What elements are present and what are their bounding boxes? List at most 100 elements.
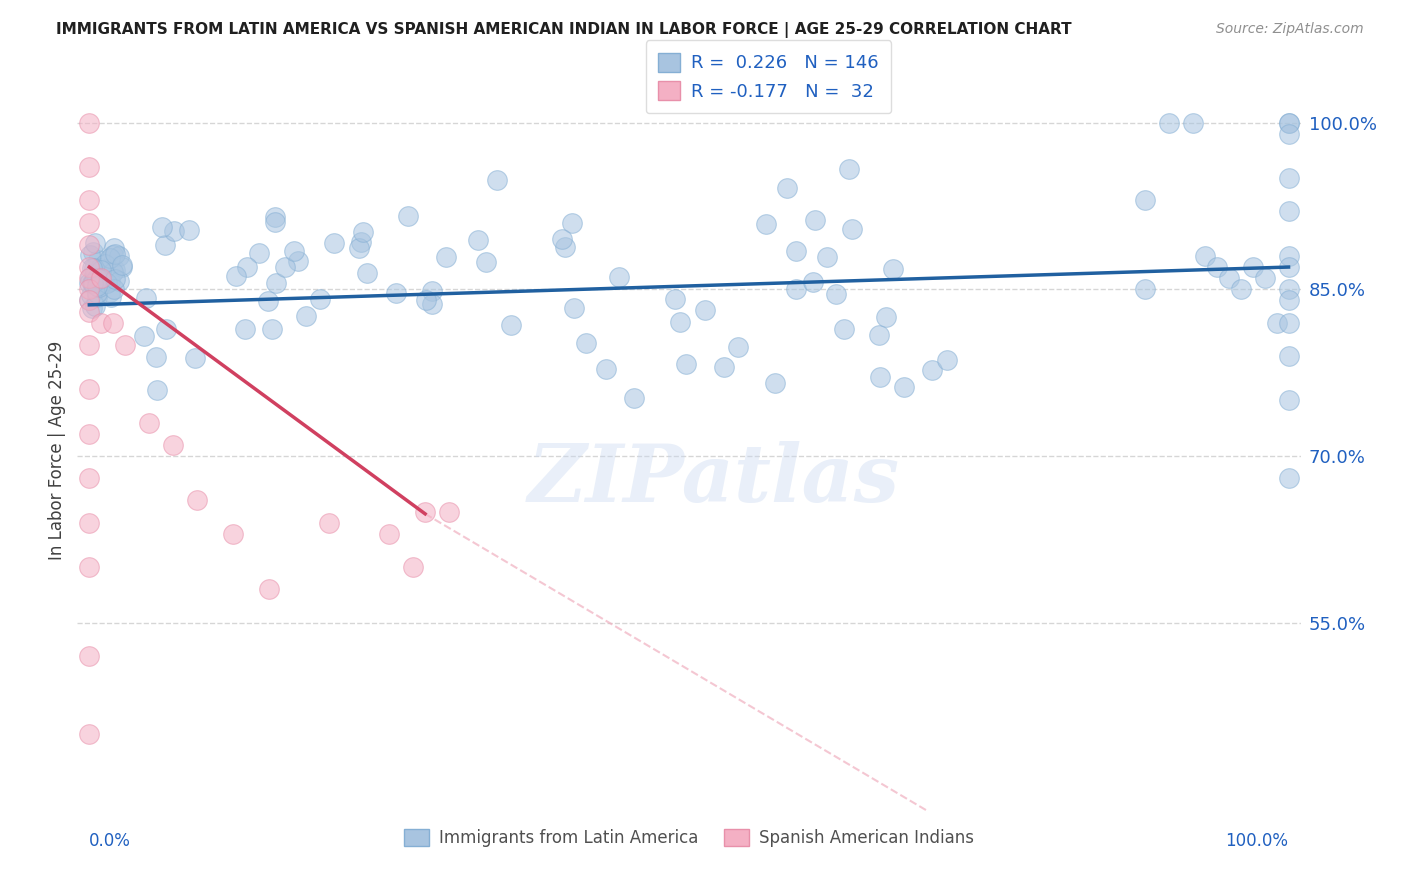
Point	[79, 382, 101, 396]
Point	[413, 505, 436, 519]
Point	[695, 303, 717, 318]
Point	[98, 251, 121, 265]
Point	[869, 370, 891, 384]
Point	[114, 338, 136, 352]
Point	[868, 328, 890, 343]
Point	[1205, 260, 1227, 274]
Point	[415, 293, 437, 308]
Point	[79, 269, 101, 284]
Point	[84, 267, 107, 281]
Point	[763, 376, 786, 391]
Point	[79, 115, 101, 129]
Point	[79, 271, 101, 285]
Point	[1277, 260, 1299, 274]
Text: 100.0%: 100.0%	[1226, 831, 1288, 850]
Y-axis label: In Labor Force | Age 25-29: In Labor Force | Age 25-29	[48, 341, 66, 560]
Point	[554, 240, 576, 254]
Point	[1277, 293, 1299, 308]
Point	[318, 516, 340, 530]
Point	[87, 277, 110, 291]
Point	[385, 286, 408, 301]
Point	[420, 297, 443, 311]
Point	[162, 438, 184, 452]
Point	[236, 260, 259, 274]
Point	[86, 273, 108, 287]
Point	[79, 293, 101, 308]
Point	[93, 274, 115, 288]
Point	[323, 236, 346, 251]
Point	[222, 526, 245, 541]
Point	[82, 244, 104, 259]
Point	[474, 255, 496, 269]
Point	[79, 216, 101, 230]
Point	[562, 301, 585, 316]
Point	[163, 224, 186, 238]
Point	[283, 244, 305, 258]
Point	[257, 582, 280, 597]
Point	[893, 380, 915, 394]
Point	[79, 282, 101, 296]
Point	[294, 309, 316, 323]
Point	[801, 275, 824, 289]
Point	[668, 315, 690, 329]
Point	[1265, 316, 1288, 330]
Point	[104, 272, 127, 286]
Point	[146, 383, 169, 397]
Point	[785, 282, 807, 296]
Point	[79, 237, 101, 252]
Point	[595, 362, 617, 376]
Point	[274, 260, 297, 274]
Point	[83, 269, 105, 284]
Point	[86, 285, 108, 300]
Point	[264, 276, 287, 290]
Point	[186, 493, 208, 508]
Point	[87, 252, 110, 267]
Point	[184, 351, 207, 366]
Point	[82, 277, 104, 291]
Point	[86, 271, 108, 285]
Point	[247, 245, 270, 260]
Point	[309, 293, 332, 307]
Point	[79, 160, 101, 174]
Point	[350, 235, 373, 249]
Point	[1277, 171, 1299, 186]
Point	[1277, 115, 1299, 129]
Point	[93, 272, 115, 286]
Point	[83, 235, 105, 250]
Point	[84, 268, 107, 282]
Point	[378, 526, 401, 541]
Point	[135, 291, 157, 305]
Point	[80, 301, 103, 315]
Point	[82, 276, 104, 290]
Point	[79, 248, 101, 262]
Point	[79, 260, 101, 274]
Point	[79, 516, 101, 530]
Point	[82, 277, 104, 292]
Point	[551, 232, 574, 246]
Point	[79, 426, 101, 441]
Point	[352, 225, 374, 239]
Text: Source: ZipAtlas.com: Source: ZipAtlas.com	[1216, 22, 1364, 37]
Point	[825, 287, 848, 301]
Point	[755, 217, 778, 231]
Point	[1277, 282, 1299, 296]
Point	[79, 471, 101, 485]
Text: 0.0%: 0.0%	[90, 831, 131, 850]
Point	[79, 304, 101, 318]
Point	[841, 222, 863, 236]
Point	[103, 316, 125, 330]
Point	[1218, 271, 1240, 285]
Point	[675, 357, 697, 371]
Point	[260, 322, 283, 336]
Point	[1229, 282, 1251, 296]
Point	[80, 276, 103, 290]
Legend: Immigrants from Latin America, Spanish American Indians: Immigrants from Latin America, Spanish A…	[398, 822, 980, 854]
Point	[727, 340, 749, 354]
Point	[98, 275, 121, 289]
Point	[467, 233, 489, 247]
Point	[107, 249, 129, 263]
Point	[84, 266, 107, 280]
Point	[87, 280, 110, 294]
Point	[785, 244, 807, 259]
Point	[574, 336, 596, 351]
